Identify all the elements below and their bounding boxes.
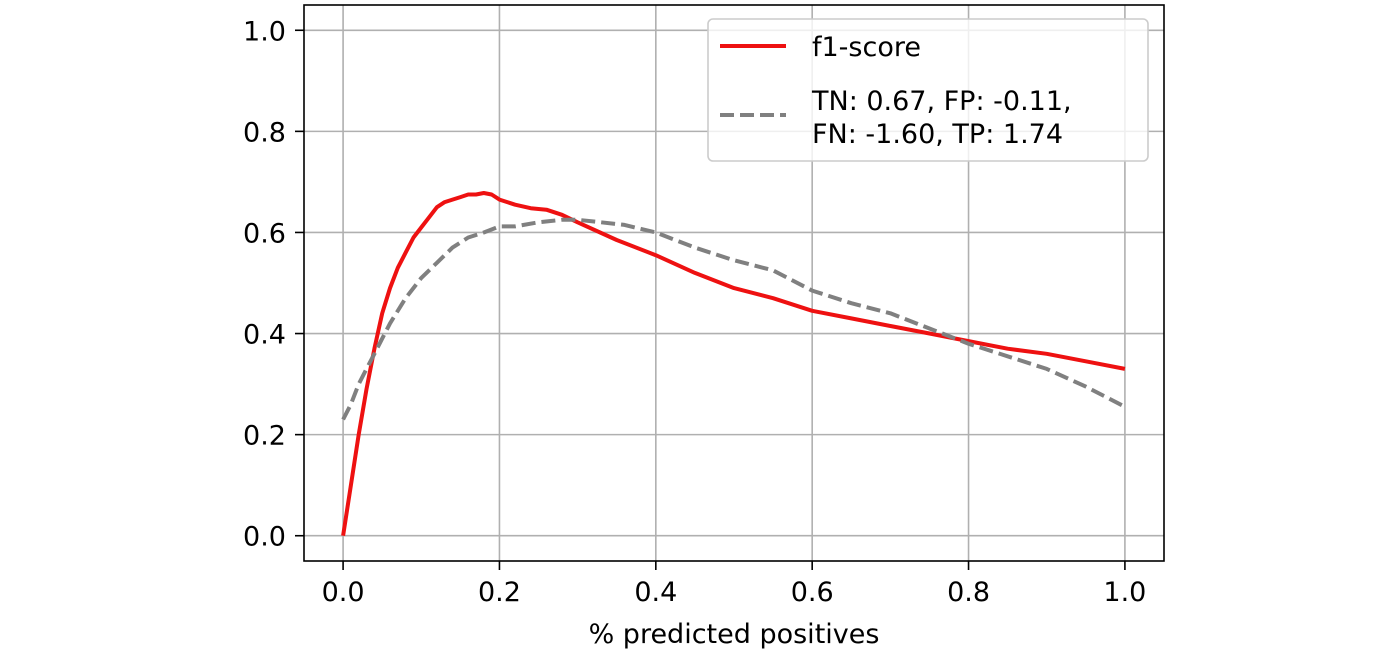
legend-box <box>707 18 1149 162</box>
x-tick-label: 0.6 <box>791 577 834 608</box>
y-tick-label: 0.0 <box>243 522 286 553</box>
series-line-0 <box>341 191 1126 537</box>
x-tick-label: 0.0 <box>322 577 365 608</box>
legend: f1-score TN: 0.67, FP: -0.11, FN: -1.60, T… <box>707 18 1149 162</box>
y-tick-label: 1.0 <box>243 16 286 47</box>
y-tick-label: 0.4 <box>243 320 286 351</box>
legend-label-0: f1-score <box>812 32 921 63</box>
y-tick-label: 0.2 <box>243 421 286 452</box>
y-tick-label: 0.8 <box>243 117 286 148</box>
x-tick-label: 0.4 <box>634 577 677 608</box>
x-tick-label: 1.0 <box>1103 577 1146 608</box>
x-axis-title: % predicted positives <box>589 619 880 650</box>
x-tick-label: 0.2 <box>478 577 521 608</box>
legend-label-1: TN: 0.67, FP: -0.11, FN: -1.60, TP: 1.74 <box>811 86 1072 150</box>
plot-frame <box>303 4 1165 562</box>
x-tick-label: 0.8 <box>947 577 990 608</box>
y-tick-label: 0.6 <box>243 218 286 249</box>
series-line-1 <box>341 217 1126 421</box>
y-axis: 0.0 0.2 0.4 0.6 0.8 1.0 <box>243 16 304 553</box>
x-axis: 0.0 0.2 0.4 0.6 0.8 1.0 <box>322 561 1146 608</box>
series-layer <box>341 191 1126 537</box>
